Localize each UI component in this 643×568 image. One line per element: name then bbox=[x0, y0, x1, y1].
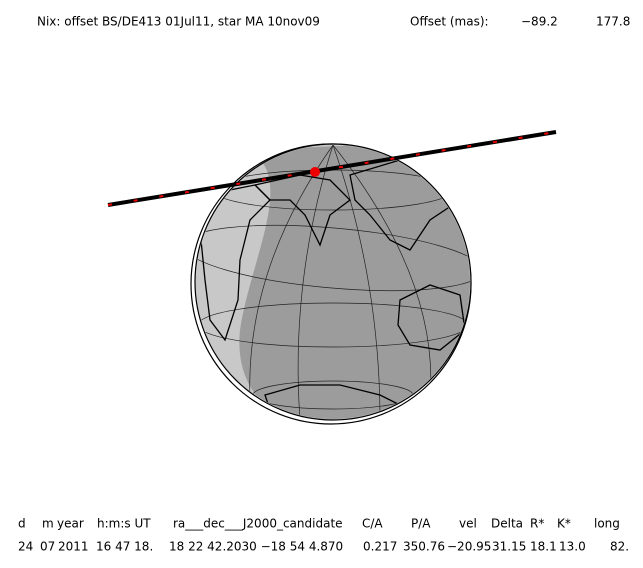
cell: 350.76 bbox=[403, 540, 445, 554]
cell: 82. bbox=[610, 540, 629, 554]
column-header: Delta bbox=[491, 517, 523, 531]
column-header: P/A bbox=[411, 517, 431, 531]
cell: 24 bbox=[18, 540, 33, 554]
cell: 18 22 42.2030 −18 54 4.870 bbox=[169, 540, 343, 554]
column-header: vel bbox=[459, 517, 477, 531]
offset-value: −89.2 bbox=[521, 15, 558, 29]
cell: 2011 bbox=[58, 540, 89, 554]
cell: 31.15 bbox=[492, 540, 526, 554]
column-header: C/A bbox=[362, 517, 383, 531]
title: Nix: offset BS/DE413 01Jul11, star MA 10… bbox=[37, 15, 320, 29]
globe bbox=[190, 143, 472, 425]
cell: 07 bbox=[40, 540, 55, 554]
data-table: d m year h:m:s UT ra___dec___J2000_candidate… bbox=[18, 517, 629, 554]
column-header: m bbox=[42, 517, 54, 531]
cell: 18.1 bbox=[530, 540, 557, 554]
column-header: long bbox=[594, 517, 620, 531]
column-header: d bbox=[18, 517, 26, 531]
column-header: K* bbox=[557, 517, 571, 531]
column-header: R* bbox=[530, 517, 544, 531]
cell: −20.95 bbox=[447, 540, 491, 554]
cell: 16 47 18. bbox=[96, 540, 153, 554]
cell: 13.0 bbox=[559, 540, 586, 554]
cell: 0.217 bbox=[363, 540, 397, 554]
column-header: year bbox=[57, 517, 84, 531]
column-header: ra___dec___J2000_candidate bbox=[173, 517, 343, 531]
column-header: h:m:s UT bbox=[97, 517, 151, 531]
shadow-track bbox=[107, 130, 557, 207]
offset-label: Offset (mas): bbox=[410, 15, 489, 29]
offset-value: 177.8 bbox=[596, 15, 630, 29]
